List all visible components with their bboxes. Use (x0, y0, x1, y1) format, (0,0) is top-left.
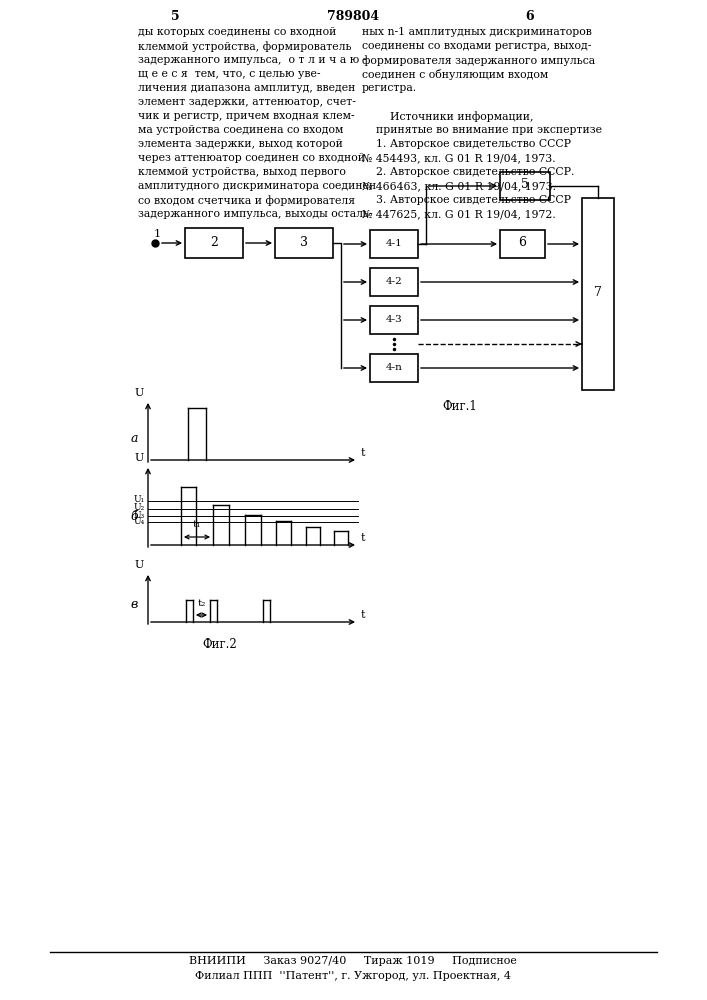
Text: № 466463, кл. G 01 R 19/04, 1973.: № 466463, кл. G 01 R 19/04, 1973. (362, 181, 556, 191)
Text: t: t (361, 448, 366, 458)
Bar (370, 230, 418, 258)
Text: соединены со входами регистра, выход-: соединены со входами регистра, выход- (362, 41, 591, 51)
Text: U₄: U₄ (134, 516, 145, 526)
Text: клеммой устройства, формирователь: клеммой устройства, формирователь (138, 41, 351, 52)
Text: 4-3: 4-3 (385, 314, 402, 324)
Text: 6: 6 (518, 236, 527, 249)
Bar (370, 354, 418, 382)
Text: 3. Авторское сивдетельство СССР: 3. Авторское сивдетельство СССР (362, 195, 571, 205)
Text: щ е е с я  тем, что, с целью уве-: щ е е с я тем, что, с целью уве- (138, 69, 320, 79)
Text: в: в (131, 598, 138, 611)
Bar (500, 230, 545, 258)
Text: чик и регистр, причем входная клем-: чик и регистр, причем входная клем- (138, 111, 355, 121)
Text: задержанного импульса, выходы осталь-: задержанного импульса, выходы осталь- (138, 209, 373, 219)
Text: со входом счетчика и формирователя: со входом счетчика и формирователя (138, 195, 355, 206)
Bar (275, 228, 333, 258)
Text: 5: 5 (170, 10, 180, 23)
Text: а: а (131, 432, 138, 446)
Text: амплитудного дискриминатора соединен: амплитудного дискриминатора соединен (138, 181, 376, 191)
Text: t₂: t₂ (197, 599, 206, 608)
Text: t: t (361, 610, 366, 620)
Text: б: б (130, 510, 138, 524)
Text: U₁: U₁ (134, 495, 145, 504)
Text: № 454493, кл. G 01 R 19/04, 1973.: № 454493, кл. G 01 R 19/04, 1973. (362, 153, 556, 163)
Text: принятые во внимание при экспертизе: принятые во внимание при экспертизе (362, 125, 602, 135)
Bar (370, 306, 418, 334)
Text: ды которых соединены со входной: ды которых соединены со входной (138, 27, 337, 37)
Text: U: U (135, 560, 144, 570)
Text: 4-2: 4-2 (385, 276, 402, 286)
Text: формирователя задержанного импульса: формирователя задержанного импульса (362, 55, 595, 66)
Text: Фиг.1: Фиг.1 (443, 400, 477, 413)
Bar (582, 198, 614, 390)
Text: U: U (135, 453, 144, 463)
Text: t₁: t₁ (193, 520, 201, 529)
Text: № 447625, кл. G 01 R 19/04, 1972.: № 447625, кл. G 01 R 19/04, 1972. (362, 209, 556, 219)
Text: 4-n: 4-n (385, 362, 402, 371)
Bar (185, 228, 243, 258)
Text: Филиал ППП  ''Патент'', г. Ужгород, ул. Проектная, 4: Филиал ППП ''Патент'', г. Ужгород, ул. П… (195, 971, 511, 981)
Text: 6: 6 (526, 10, 534, 23)
Text: 1. Авторское свидетельство СССР: 1. Авторское свидетельство СССР (362, 139, 571, 149)
Text: 4-1: 4-1 (385, 238, 402, 247)
Text: соединен с обнуляющим входом: соединен с обнуляющим входом (362, 69, 548, 80)
Text: U₂: U₂ (134, 504, 145, 512)
Text: ма устройства соединена со входом: ма устройства соединена со входом (138, 125, 344, 135)
Text: U: U (135, 388, 144, 398)
Text: ВНИИПИ     Заказ 9027/40     Тираж 1019     Подписное: ВНИИПИ Заказ 9027/40 Тираж 1019 Подписно… (189, 956, 517, 966)
Text: клеммой устройства, выход первого: клеммой устройства, выход первого (138, 167, 346, 177)
Text: ных n-1 амплитудных дискриминаторов: ных n-1 амплитудных дискриминаторов (362, 27, 592, 37)
Text: 2. Авторское свидетельство СССР.: 2. Авторское свидетельство СССР. (362, 167, 574, 177)
Text: регистра.: регистра. (362, 83, 417, 93)
Text: 2: 2 (210, 235, 218, 248)
Text: элемента задержки, выход которой: элемента задержки, выход которой (138, 139, 343, 149)
Text: t: t (361, 533, 366, 543)
Text: 789804: 789804 (327, 10, 379, 23)
Bar (500, 172, 550, 200)
Bar (370, 268, 418, 296)
Text: 1: 1 (153, 229, 160, 239)
Text: 3: 3 (300, 235, 308, 248)
Text: Фиг.2: Фиг.2 (203, 638, 238, 651)
Text: элемент задержки, аттенюатор, счет-: элемент задержки, аттенюатор, счет- (138, 97, 356, 107)
Text: 7: 7 (594, 286, 602, 300)
Text: задержанного импульса,  о т л и ч а ю -: задержанного импульса, о т л и ч а ю - (138, 55, 366, 65)
Text: U₃: U₃ (134, 510, 145, 520)
Text: 5: 5 (521, 178, 529, 192)
Text: через аттенюатор соединен со входной: через аттенюатор соединен со входной (138, 153, 365, 163)
Text: личения диапазона амплитуд, введен: личения диапазона амплитуд, введен (138, 83, 356, 93)
Text: Источники информации,: Источники информации, (362, 111, 534, 122)
